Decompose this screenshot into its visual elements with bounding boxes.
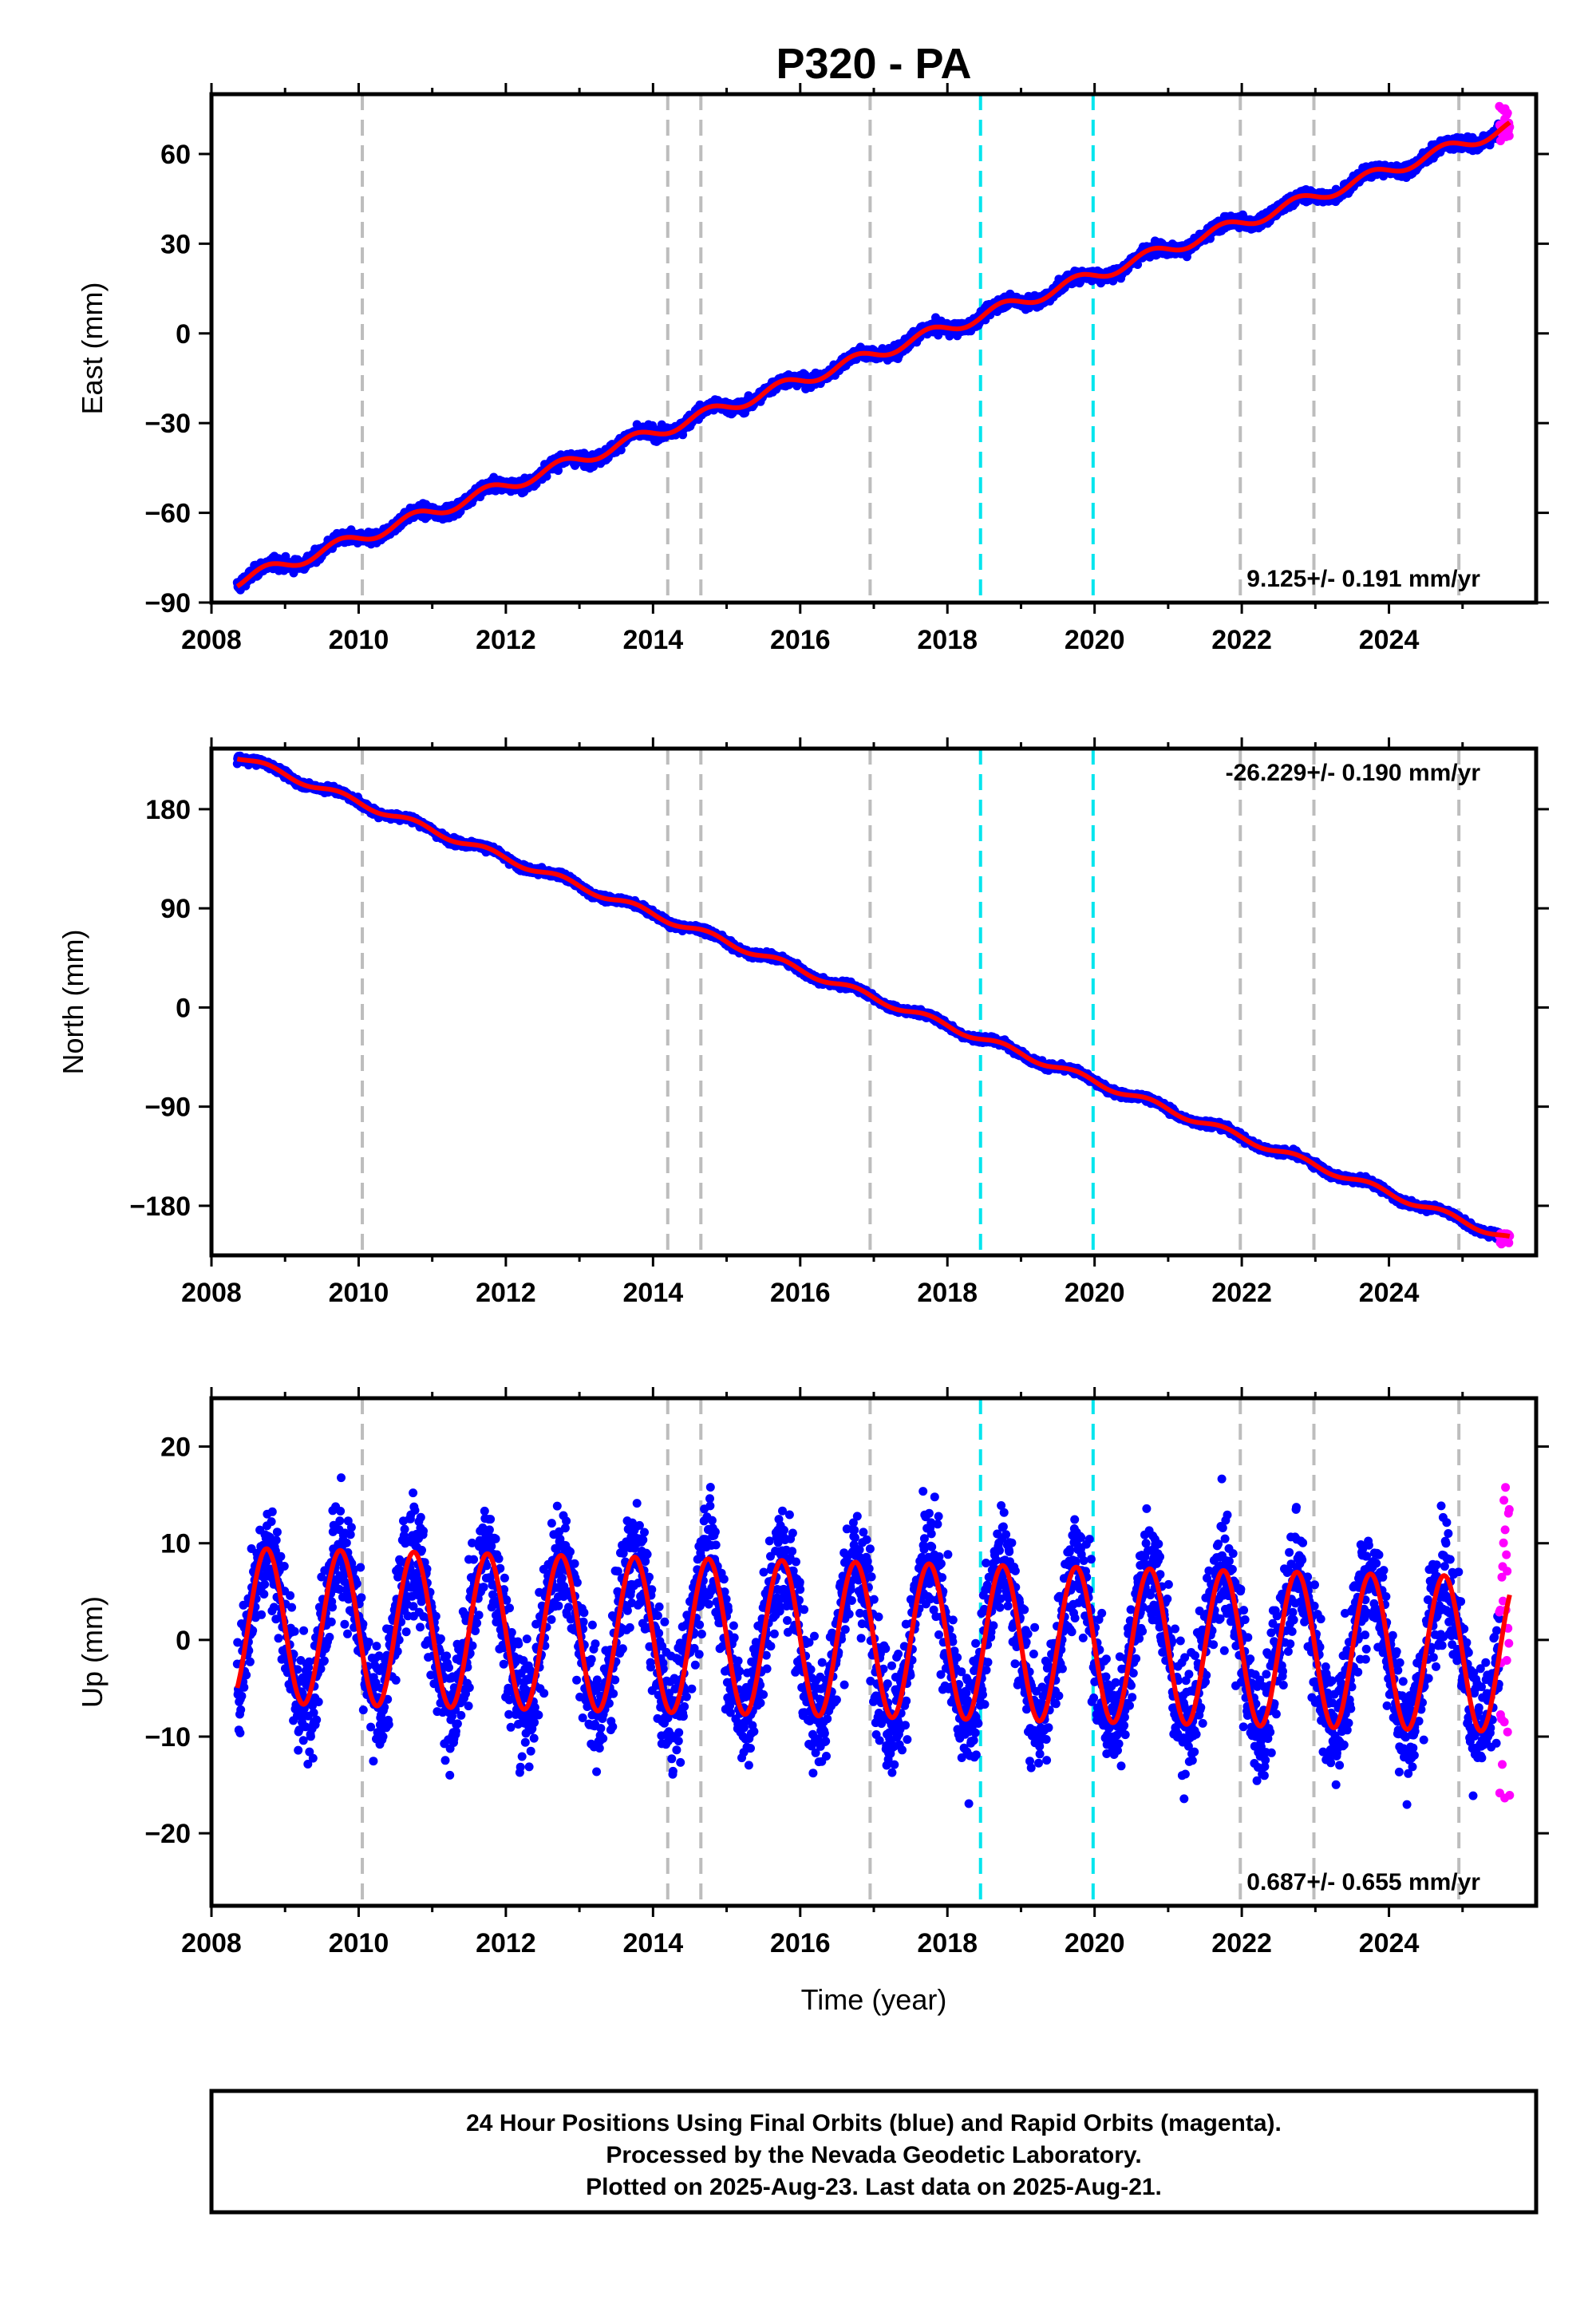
panels: 2008 2010 2012 2014 2016 2018 2020 2022 2024 60 30… — [57, 83, 1549, 1958]
x-tick-label: 2016 — [770, 625, 831, 655]
final-orbit-point — [616, 445, 626, 455]
x-tick-label: 2018 — [917, 625, 978, 655]
y-tick-label: −90 — [144, 588, 191, 619]
panel-east: 2008 2010 2012 2014 2016 2018 2020 2022 2024 60 30… — [76, 83, 1549, 655]
y-axis-label: East (mm) — [76, 283, 109, 415]
velocity-label: 9.125+/- 0.191 mm/yr — [1246, 566, 1480, 592]
x-tick-label: 2024 — [1359, 625, 1420, 655]
x-tick-label: 2020 — [1065, 625, 1125, 655]
x-tick-label: 2008 — [181, 625, 242, 655]
panel-north: 2008 2010 2012 2014 2016 2018 2020 2022 20241809… — [57, 737, 1549, 1308]
y-tick-label: 30 — [160, 229, 191, 259]
y-tick-label: 0 — [176, 319, 191, 350]
rapid-orbit-point — [1504, 131, 1514, 140]
y-tick-label: −30 — [144, 409, 191, 439]
page-title: P320 - PA — [776, 40, 971, 88]
rapid-orbit-point — [1503, 109, 1512, 118]
y-tick-label: −60 — [144, 499, 191, 529]
y-tick-label: 60 — [160, 140, 191, 170]
x-tick-label: 2010 — [329, 625, 389, 655]
x-tick-label: 2014 — [623, 625, 684, 655]
x-tick-label: 2022 — [1211, 625, 1272, 655]
x-tick-label: 2012 — [476, 625, 536, 655]
